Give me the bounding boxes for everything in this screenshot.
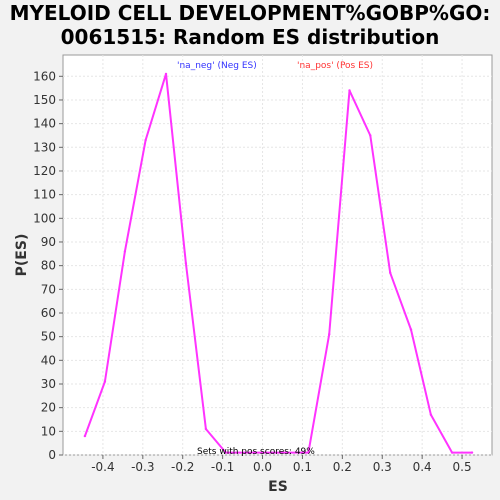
data-point	[307, 451, 310, 454]
y-tick-label: 30	[41, 377, 56, 391]
y-tick-label: 60	[41, 306, 56, 320]
y-tick-label: 70	[41, 282, 56, 296]
y-tick-label: 150	[33, 93, 56, 107]
data-point	[470, 451, 474, 454]
y-tick-label: 120	[33, 164, 56, 178]
x-tick-label: -0.4	[91, 460, 114, 474]
y-tick-label: 140	[33, 117, 56, 131]
legend-entry-pos: 'na_pos' (Pos ES)	[297, 61, 373, 71]
x-tick-label: -0.1	[211, 460, 234, 474]
data-point	[429, 413, 433, 416]
legend-entry-neg: 'na_neg' (Neg ES)	[177, 61, 257, 71]
data-point	[450, 451, 454, 454]
data-point	[389, 271, 392, 274]
y-tick-label: 0	[48, 448, 56, 462]
y-tick-label: 110	[33, 188, 56, 202]
grid	[63, 55, 492, 456]
data-point	[123, 250, 127, 253]
x-axis: -0.4 -0.3 -0.2 -0.1 0.0 0.1 0.2 0.3 0.4 0.5	[91, 455, 472, 474]
y-tick-label: 100	[33, 211, 56, 225]
data-point	[369, 134, 372, 137]
data-point	[184, 262, 188, 265]
x-tick-label: 0.3	[373, 460, 392, 474]
chart-title-line-2: 0061515: Random ES distribution	[60, 25, 440, 49]
chart-title: MYELOID CELL DEVELOPMENT%GOBP%GO: 006151…	[0, 1, 500, 49]
x-tick-label: -0.3	[131, 460, 154, 474]
y-tick-label: 40	[41, 353, 56, 367]
y-tick-label: 20	[41, 401, 56, 415]
data-point	[224, 451, 227, 454]
x-tick-label: 0.5	[453, 460, 472, 474]
series-layer	[83, 72, 474, 454]
y-axis-label: P(ES)	[14, 234, 30, 277]
y-tick-label: 10	[41, 424, 56, 438]
y-tick-label: 130	[33, 140, 56, 154]
y-tick-label: 160	[33, 69, 56, 83]
y-tick-label: 80	[41, 259, 56, 273]
x-tick-label: 0.1	[293, 460, 312, 474]
data-point	[348, 89, 351, 92]
data-point	[409, 328, 413, 331]
x-tick-label: 0.0	[253, 460, 272, 474]
data-point	[164, 72, 168, 76]
y-tick-label: 90	[41, 235, 56, 249]
chart-title-line-1: MYELOID CELL DEVELOPMENT%GOBP%GO:	[9, 1, 491, 25]
data-point	[103, 380, 107, 383]
plot-area	[62, 54, 493, 456]
x-tick-label: -0.2	[171, 460, 194, 474]
x-axis-label: ES	[268, 479, 288, 495]
x-tick-label: 0.4	[413, 460, 432, 474]
data-point	[204, 427, 208, 431]
y-axis: 0 10 20 30 40 50 60 70 80 90 100 110 120 130 140 150 160	[33, 69, 63, 462]
data-point	[83, 434, 87, 438]
x-tick-label: 0.2	[333, 460, 352, 474]
data-point	[144, 139, 147, 142]
y-tick-label: 50	[41, 330, 56, 344]
annotation-pos-scores: Sets with pos scores: 49%	[197, 447, 315, 457]
data-point	[328, 333, 331, 336]
